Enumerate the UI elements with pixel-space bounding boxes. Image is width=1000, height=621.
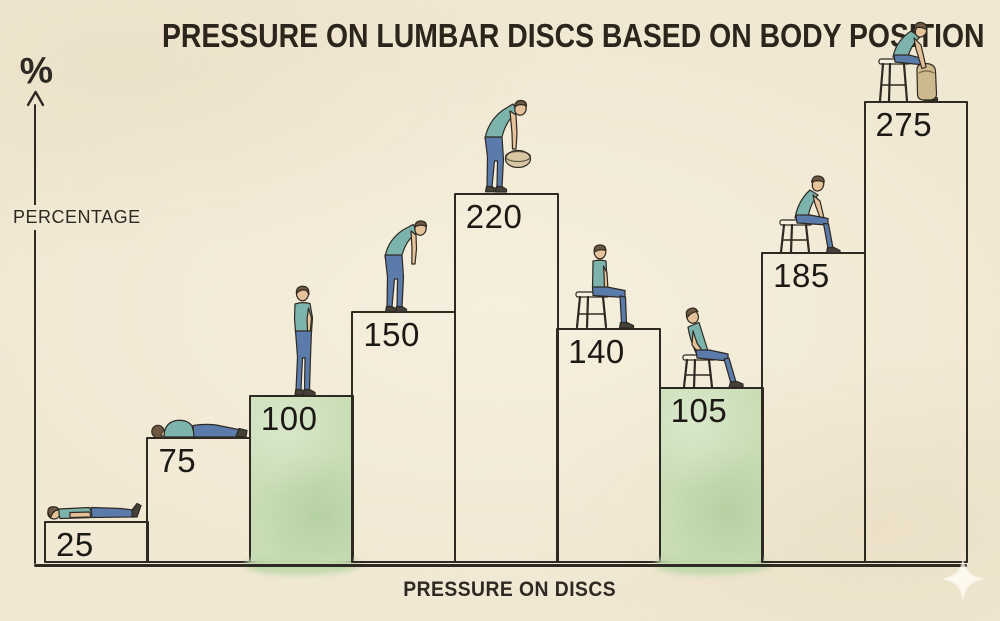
bar-value-label: 150 <box>363 316 420 353</box>
bar-standing-bent-forward-holding-weight: 220 <box>453 193 559 563</box>
bar-value-label: 220 <box>465 198 523 235</box>
bar-value-label: 25 <box>56 526 94 563</box>
figure-standing-icon <box>282 285 320 397</box>
bar-value-label: 140 <box>568 333 625 370</box>
figure-lying-on-back-icon <box>43 497 149 523</box>
y-axis-arrowhead-icon <box>26 90 45 107</box>
y-axis-percent-symbol: % <box>18 49 54 92</box>
bar-value-label: 75 <box>158 442 197 479</box>
figure-standing-bent-icon <box>375 215 433 313</box>
figure-sitting-upright-icon <box>573 242 643 330</box>
sparkle-icon <box>941 557 985 601</box>
x-axis-label-text: PRESSURE ON DISCS <box>403 578 617 601</box>
bar-value-label: 105 <box>670 392 728 429</box>
bar-standing-bent-forward: 150 <box>351 311 457 563</box>
figure-sitting-leaning-forward-icon <box>777 168 849 254</box>
y-axis-label: PERCENTAGE <box>10 205 144 230</box>
figure-sitting-bent-weight-icon <box>878 11 954 103</box>
x-axis-line <box>34 564 967 567</box>
bar-sitting-leaning-back: 105 <box>658 387 764 563</box>
chart-title-text: PRESSURE ON LUMBAR DISCS BASED ON BODY P… <box>161 17 985 54</box>
figure-standing-bent-weight-icon <box>476 91 536 195</box>
bar-value-label: 100 <box>260 400 318 437</box>
chart-title: PRESSURE ON LUMBAR DISCS BASED ON BODY P… <box>95 17 985 55</box>
bar-lying-on-side: 75 <box>146 437 252 563</box>
bar-lying-on-back: 25 <box>44 521 149 563</box>
bar-sitting-leaning-forward: 185 <box>761 252 867 563</box>
bar-standing-upright: 100 <box>248 395 354 563</box>
bar-value-label: 185 <box>773 257 830 294</box>
figure-sitting-leaning-back-icon <box>675 303 747 389</box>
y-axis-line <box>34 104 37 564</box>
bar-value-label: 275 <box>875 106 933 143</box>
bar-sitting-upright: 140 <box>556 328 662 563</box>
x-axis-label: PRESSURE ON DISCS <box>310 578 710 602</box>
figure-lying-on-side-icon <box>149 413 249 439</box>
bar-sitting-bent-forward-lifting-weight: 275 <box>863 101 969 563</box>
